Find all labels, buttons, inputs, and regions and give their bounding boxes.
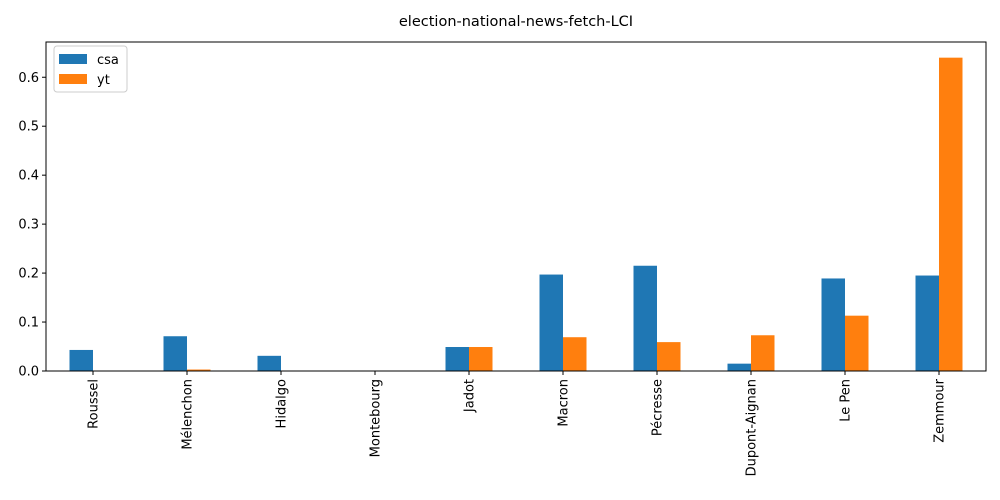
legend-label-yt: yt — [97, 73, 110, 88]
bar-csa-0 — [69, 349, 93, 371]
bar-csa-4 — [445, 347, 469, 371]
bar-yt-1 — [187, 369, 211, 371]
bar-csa-8 — [821, 278, 845, 371]
y-tick-label: 0.4 — [18, 169, 39, 184]
y-tick-label: 0.6 — [18, 71, 39, 86]
chart-title: election-national-news-fetch-LCI — [399, 14, 633, 30]
bar-csa-9 — [915, 275, 939, 371]
bar-yt-8 — [845, 315, 869, 371]
x-tick-label: Montebourg — [369, 379, 384, 457]
legend-swatch-csa — [59, 54, 87, 64]
y-tick-label: 0.1 — [18, 316, 39, 331]
bar-yt-9 — [939, 57, 963, 372]
x-tick-label: Zemmour — [933, 378, 948, 442]
y-tick-label: 0.3 — [18, 218, 39, 233]
legend-swatch-yt — [59, 74, 87, 84]
x-tick-label: Roussel — [87, 379, 102, 429]
x-tick-label: Le Pen — [839, 379, 854, 422]
bar-yt-7 — [751, 335, 775, 371]
plot-area: 0.0 0.1 0.2 0.3 0.4 0.5 0.6 Roussel Mélenchon Hid… — [18, 41, 987, 476]
x-tick-label: Pécresse — [651, 379, 666, 436]
x-tick-label: Mélenchon — [181, 379, 196, 450]
legend-label-csa: csa — [97, 53, 119, 68]
bar-csa-7 — [727, 363, 751, 371]
bar-yt-4 — [469, 347, 493, 371]
bar-yt-6 — [657, 342, 681, 371]
plot-frame — [45, 41, 987, 372]
y-tick-label: 0.0 — [18, 365, 39, 380]
bar-csa-5 — [539, 274, 563, 371]
bar-csa-1 — [163, 336, 187, 371]
bar-csa-2 — [257, 355, 281, 371]
y-tick-label: 0.2 — [18, 267, 39, 282]
x-tick-label: Hidalgo — [275, 379, 290, 428]
legend: csa yt — [53, 45, 128, 93]
bar-csa-6 — [633, 265, 657, 371]
x-tick-label: Dupont-Aignan — [745, 379, 760, 476]
y-tick-label: 0.5 — [18, 120, 39, 135]
x-tick-label: Macron — [557, 379, 572, 427]
x-tick-label: Jadot — [463, 379, 478, 413]
bar-yt-5 — [563, 337, 587, 371]
